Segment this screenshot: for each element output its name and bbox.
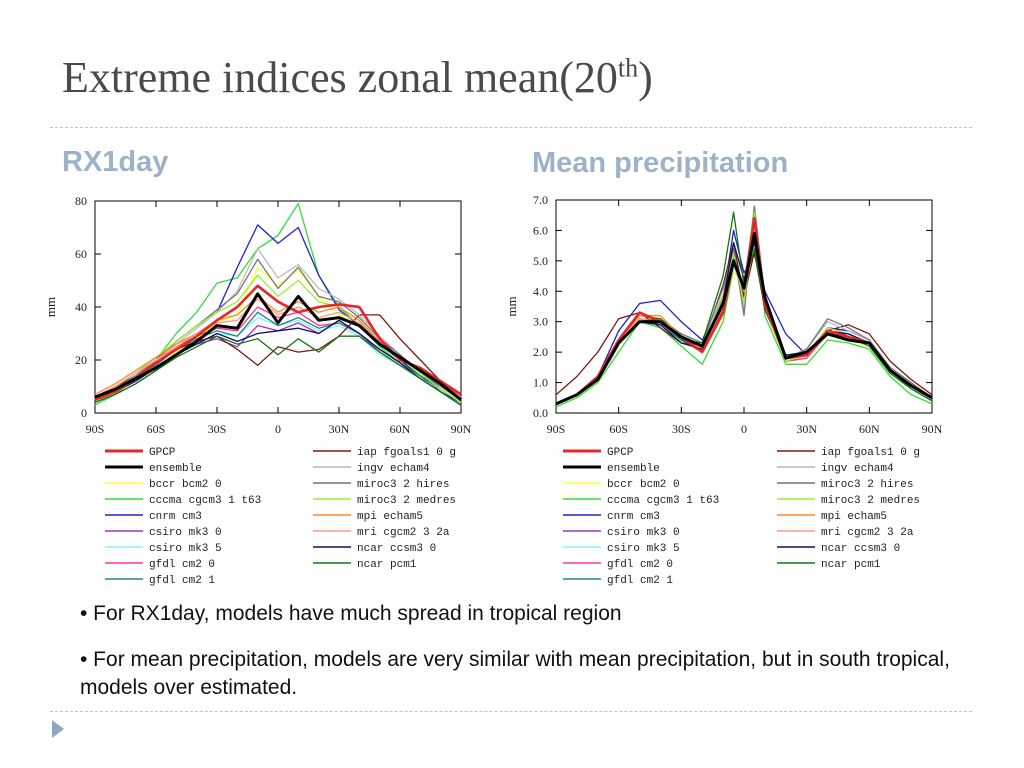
legend-label: mpi echam5 (821, 511, 887, 523)
legend-label: cccma cgcm3 1 t63 (607, 495, 719, 507)
y-tick-label: 60 (75, 247, 87, 261)
series-line-csiro-mk3-5 (555, 232, 933, 405)
legend-label: cccma cgcm3 1 t63 (149, 495, 261, 507)
series-line-ensemble (94, 292, 462, 401)
rx1day-chart: 0 20 40 60 80 90S 60S 30S 0 30N 60N 90N mm GPCP ensemb… (43, 194, 472, 587)
next-arrow-icon[interactable] (52, 720, 64, 738)
x-tick-label: 30N (329, 422, 350, 436)
legend-label: ncar pcm1 (357, 559, 417, 571)
series-line-iap-fgoals1-0-g (94, 314, 462, 398)
x-tick-label: 90N (451, 422, 472, 436)
legend-label: cnrm cm3 (607, 511, 660, 523)
plot-frame (94, 200, 462, 414)
y-tick-label: 40 (75, 300, 87, 314)
y-tick-label: 1.0 (533, 376, 548, 390)
legend-label: GPCP (149, 447, 176, 459)
series-line-GPCP (94, 284, 462, 402)
legend-label: ncar pcm1 (821, 559, 881, 571)
series-line-gfdl-cm2-1 (94, 311, 462, 403)
slide-title: Extreme indices zonal mean(20th) (62, 52, 653, 103)
series-line-cnrm-cm3 (555, 229, 933, 405)
legend-label: gfdl cm2 1 (149, 575, 215, 587)
y-tick-label: 6.0 (533, 223, 548, 237)
legend-label: cnrm cm3 (149, 511, 202, 523)
bullet-list: • For RX1day, models have much spread in… (80, 600, 985, 720)
legend-label: GPCP (607, 447, 634, 459)
series-line-miroc3-2-hires (94, 258, 462, 401)
legend-label: ingv echam4 (821, 463, 894, 475)
legend-label: miroc3 2 hires (357, 479, 449, 491)
y-tick-label: 4.0 (533, 284, 548, 298)
series-line-iap-fgoals1-0-g (555, 241, 933, 396)
x-tick-label: 0 (741, 422, 747, 436)
legend-label: bccr bcm2 0 (607, 479, 680, 491)
x-tick-label: 60N (859, 422, 880, 436)
bullet-item: • For RX1day, models have much spread in… (80, 602, 622, 625)
legend-label: mri cgcm2 3 2a (357, 527, 450, 539)
right-chart-heading: Mean precipitation (532, 147, 789, 179)
y-tick-label: 5.0 (533, 254, 548, 268)
legend-label: csiro mk3 5 (149, 543, 222, 555)
slide-title-end: ) (638, 53, 653, 102)
x-tick-label: 60S (609, 422, 628, 436)
bottom-divider (50, 711, 972, 712)
series-line-ncar-ccsm3-0 (555, 241, 933, 405)
series-line-mri-cgcm2-3-2a (94, 298, 462, 398)
y-axis-label: mm (504, 296, 519, 316)
legend-label: ensemble (149, 463, 202, 475)
legend-label: gfdl cm2 1 (607, 575, 673, 587)
left-chart-heading: RX1day (62, 146, 169, 178)
legend-label: gfdl cm2 0 (149, 559, 215, 571)
y-axis-label: mm (43, 297, 58, 317)
x-tick-label: 90N (922, 422, 943, 436)
legend-label: miroc3 2 hires (821, 479, 913, 491)
x-tick-label: 30S (208, 422, 227, 436)
legend-label: csiro mk3 0 (149, 527, 222, 539)
legend-label: gfdl cm2 0 (607, 559, 673, 571)
y-tick-label: 0 (81, 406, 87, 420)
x-tick-label: 30S (672, 422, 691, 436)
y-tick-label: 2.0 (533, 345, 548, 359)
series-line-cnrm-cm3 (94, 224, 462, 403)
legend-label: csiro mk3 0 (607, 527, 680, 539)
slide-title-superscript: th (617, 53, 639, 83)
series-line-mri-cgcm2-3-2a (555, 229, 933, 405)
y-tick-label: 20 (75, 353, 87, 367)
series-line-miroc3-2-medres (94, 274, 462, 403)
legend-label: miroc3 2 medres (357, 495, 456, 507)
x-tick-label: 0 (275, 422, 281, 436)
legend-label: mri cgcm2 3 2a (821, 527, 914, 539)
legend-label: iap fgoals1 0 g (821, 447, 920, 459)
slide-title-text: Extreme indices zonal mean(20 (62, 53, 618, 102)
y-tick-label: 80 (75, 194, 87, 208)
legend-label: ingv echam4 (357, 463, 430, 475)
x-tick-label: 60N (390, 422, 411, 436)
y-tick-label: 0.0 (533, 406, 548, 420)
series-line-ncar-pcm1 (94, 335, 462, 406)
mean-precip-chart: 0.0 1.0 2.0 3.0 4.0 5.0 6.0 7.0 90S 60S 30S 0 30N 60N… (504, 193, 943, 587)
y-tick-label: 7.0 (533, 193, 548, 207)
legend-label: miroc3 2 medres (821, 495, 920, 507)
series-line-gfdl-cm2-1 (555, 229, 933, 405)
x-tick-label: 60S (147, 422, 166, 436)
x-tick-label: 90S (547, 422, 566, 436)
legend-label: ncar ccsm3 0 (357, 543, 436, 555)
legend-label: iap fgoals1 0 g (357, 447, 456, 459)
bullet-item: • For mean precipitation, models are ver… (80, 648, 950, 699)
legend-label: csiro mk3 5 (607, 543, 680, 555)
x-tick-label: 90S (86, 422, 105, 436)
legend-label: bccr bcm2 0 (149, 479, 222, 491)
y-tick-label: 3.0 (533, 315, 548, 329)
legend-label: mpi echam5 (357, 511, 423, 523)
series-line-csiro-mk3-0 (555, 235, 933, 405)
legend-label: ncar ccsm3 0 (821, 543, 900, 555)
series-line-ensemble (555, 232, 933, 406)
top-divider (50, 127, 972, 128)
legend-label: ensemble (607, 463, 660, 475)
x-tick-label: 30N (796, 422, 817, 436)
